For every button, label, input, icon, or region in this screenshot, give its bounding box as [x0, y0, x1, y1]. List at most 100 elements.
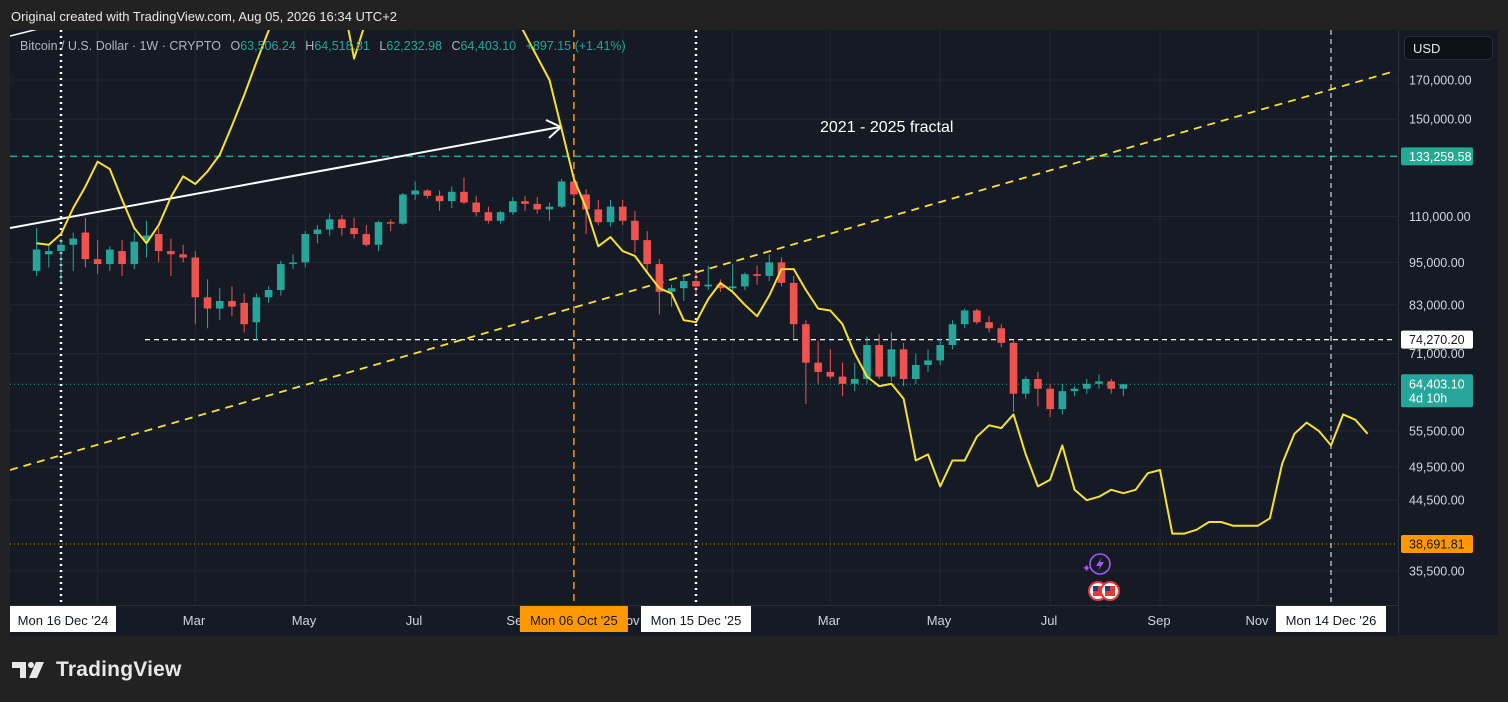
candle-up [252, 297, 261, 323]
time-marker-label: Mon 16 Dec '24 [18, 613, 109, 628]
candle-down [472, 202, 480, 213]
candle-down [350, 228, 358, 235]
low-value: 62,232.98 [386, 39, 442, 53]
close-label: C [451, 39, 461, 53]
candle-up [741, 274, 749, 287]
price-tick-label: 83,000.00 [1409, 298, 1465, 312]
trendline-white-upper [10, 30, 38, 37]
candle-down [753, 274, 761, 276]
candle-up [277, 264, 285, 291]
candle-down [655, 264, 664, 292]
candle-down [423, 190, 432, 196]
candle-up [411, 190, 419, 195]
candle-down [1046, 388, 1054, 410]
time-marker-label: Mon 06 Oct '25 [530, 613, 618, 628]
candle-down [838, 376, 847, 384]
candle-down [631, 220, 639, 241]
candle-up [704, 284, 713, 287]
price-tick-label: 44,500.00 [1409, 494, 1465, 508]
price-tag-133k-bg [1401, 147, 1473, 166]
time-marker-bg [641, 606, 751, 632]
close-value: 64,403.10 [460, 39, 517, 53]
candle-down [1034, 378, 1042, 389]
candle-down [692, 281, 700, 287]
candle-down [570, 181, 578, 195]
price-tick-label: 55,500.00 [1409, 424, 1465, 438]
price-axis-labels: 170,000.00 150,000.00 110,000.00 95,000.00 8… [1401, 74, 1473, 579]
candle-down [814, 362, 822, 372]
candle-up [936, 345, 945, 361]
candle-down [985, 322, 993, 329]
candle-up [69, 238, 78, 245]
candle-down [826, 371, 835, 377]
flag-canton [1093, 586, 1098, 591]
candle-up [924, 360, 932, 365]
price-tag-133k: 133,259.58 [1409, 150, 1472, 164]
candle-up [850, 378, 859, 384]
time-tick-label: May [292, 613, 317, 628]
candle-down [521, 201, 529, 204]
time-tick-label: Nov [1245, 613, 1269, 628]
symbol-info: Bitcoin / U.S. Dollar · 1W · CRYPTO [20, 39, 221, 53]
candle-up [106, 249, 114, 265]
candle-down [179, 254, 187, 258]
candle-down [973, 310, 981, 323]
candle-down [533, 203, 542, 210]
plot-area: 2021 - 2025 fractal ✦ [10, 30, 1398, 605]
candle-up [557, 181, 566, 207]
symbol-legend: Bitcoin / U.S. Dollar · 1W · CRYPTO O63,… [20, 39, 626, 53]
last-price-tag: 64,403.10 [1409, 377, 1465, 391]
tradingview-logo-icon [12, 662, 44, 678]
candle-up [313, 229, 322, 235]
high-label: H [305, 39, 315, 53]
brand-name: TradingView [56, 658, 182, 681]
event-icons: ✦ [1082, 553, 1120, 601]
time-tick-label: Mar [183, 613, 206, 628]
price-tick-label: 110,000.00 [1409, 210, 1471, 224]
lightning-bolt-icon [1096, 557, 1104, 571]
candle-down [228, 301, 236, 307]
candle-down [338, 219, 346, 229]
candle-down [435, 195, 444, 202]
candle-up [863, 345, 871, 379]
tradingview-logo[interactable]: TradingView [12, 656, 182, 684]
candle-down [240, 302, 248, 325]
open-value: 63,506.24 [240, 39, 296, 53]
sparkle-icon: ✦ [1082, 563, 1091, 575]
candle-up [289, 262, 297, 265]
price-tick-label: 95,000.00 [1409, 256, 1465, 270]
price-tag-74k-bg [1401, 330, 1473, 349]
last-price-tag-bg [1401, 374, 1473, 408]
candle-down [618, 206, 627, 221]
candle-down [81, 232, 90, 260]
time-marker-label: Mon 15 Dec '25 [651, 613, 742, 628]
price-tag-74k: 74,270.20 [1409, 333, 1465, 347]
candle-up [447, 191, 456, 202]
candle-up [130, 241, 139, 265]
candle-up [1119, 384, 1128, 389]
chart-pane[interactable] [10, 30, 1497, 635]
time-marker-label: Mon 14 Dec '26 [1286, 613, 1377, 628]
candle-down [1009, 342, 1018, 394]
candle-down [802, 324, 810, 363]
candle-down [118, 251, 126, 265]
time-tick-label: Sep [1147, 613, 1170, 628]
currency-selector[interactable]: USD [1404, 36, 1493, 60]
open-label: O [230, 39, 241, 53]
candle-down [154, 234, 163, 252]
candles [32, 173, 1128, 418]
candle-up [1095, 381, 1103, 384]
fractal-annotation: 2021 - 2025 fractal [820, 119, 953, 136]
candle-up [1021, 378, 1030, 394]
bar-countdown: 4d 10h [1409, 391, 1447, 405]
candle-down [875, 345, 883, 377]
time-tick-label: Jul [1041, 613, 1058, 628]
candle-up [948, 324, 957, 346]
price-tick-label: 170,000.00 [1409, 74, 1472, 88]
candle-up [728, 286, 737, 289]
time-tick-label: Jul [406, 613, 423, 628]
candle-up [399, 194, 407, 224]
candle-down [789, 282, 798, 325]
candle-up [545, 206, 554, 210]
